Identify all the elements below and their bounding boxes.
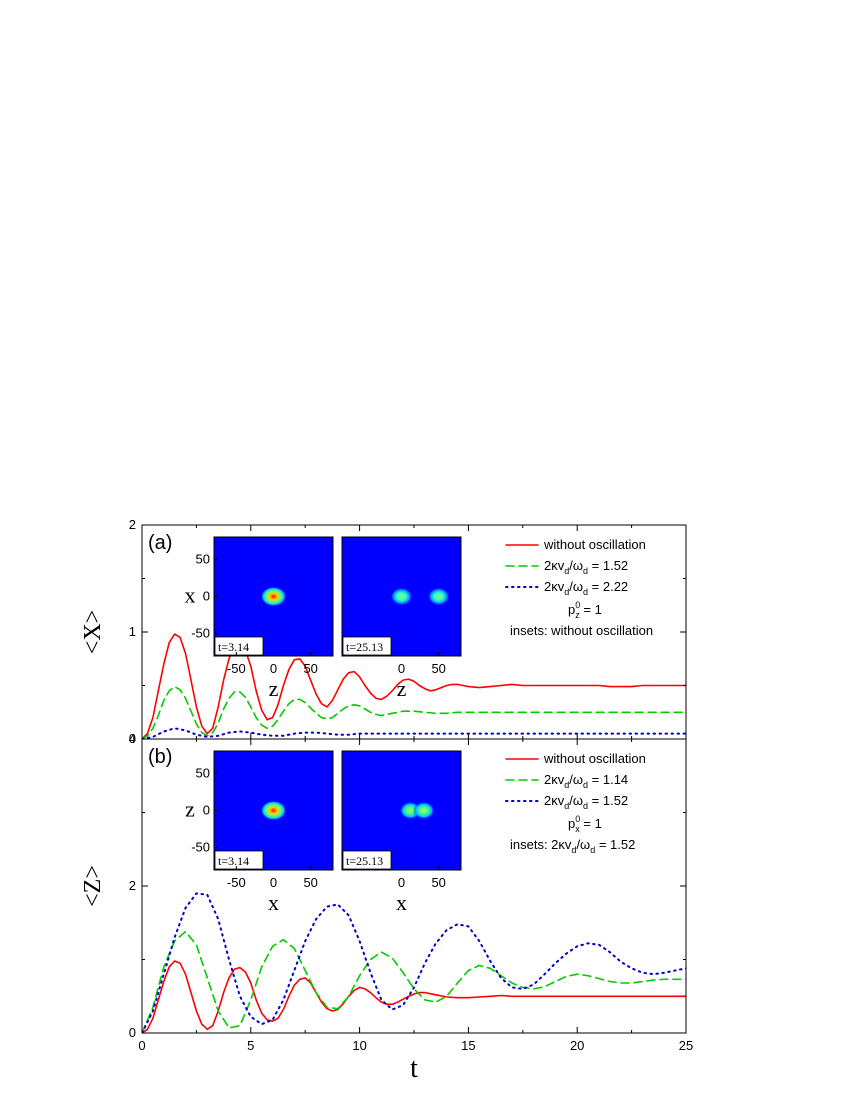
legend-note: insets: 2κvd/ωd = 1.52: [510, 837, 635, 855]
inset-time-text: t=3.14: [218, 854, 249, 868]
x-axis-label: t: [410, 1053, 418, 1084]
y-tick-label: 1: [129, 624, 136, 639]
y-tick-label: 2: [129, 517, 136, 532]
inset-time-box: [214, 850, 264, 870]
legend-label-1: 2κvd/ωd = 1.52: [544, 558, 628, 576]
inset-0: t=3.14 -50 0 50 50 0 -50 x z: [185, 750, 334, 915]
inset-x-tick-label: 0: [398, 875, 405, 890]
inset-time-box: [342, 636, 392, 656]
y-tick-label: 0: [129, 1025, 136, 1040]
x-tick-label: 15: [461, 1038, 475, 1053]
inset-time-label: t=3.14: [214, 636, 264, 656]
inset-y-tick-label: 0: [203, 589, 210, 604]
inset-time-label: t=25.13: [342, 636, 392, 656]
panel-a: 0 1 2 <X> (a) t=3.14 -50 0 50 50 0 -50 z x t=25.13 0 50 z…: [80, 517, 687, 746]
inset-1: t=25.13 0 50 x: [341, 750, 462, 915]
legend-label-0: without oscillation: [543, 537, 646, 552]
inset-x-tick-label: 0: [270, 661, 277, 676]
inset-density-blob: [390, 587, 413, 606]
legend-note: insets: without oscillation: [510, 623, 653, 638]
inset-x-axis-label: x: [268, 890, 279, 915]
inset-density-blob: [260, 800, 287, 821]
inset-time-box: [342, 850, 392, 870]
legend: without oscillation 2κvd/ωd = 1.14 2κvd/ωd…: [505, 751, 646, 855]
y-axis-label: <Z>: [80, 865, 106, 907]
series-line-0: [142, 633, 686, 739]
legend-param: p0 z = 1: [568, 600, 602, 620]
inset-y-tick-label: 50: [196, 765, 210, 780]
inset-time-label: t=3.14: [214, 850, 264, 870]
y-tick-label: 2: [129, 878, 136, 893]
inset-x-tick-label: 50: [431, 661, 445, 676]
legend-label-2: 2κvd/ωd = 1.52: [544, 793, 628, 811]
inset-time-label: t=25.13: [342, 850, 392, 870]
inset-density-blob: [427, 587, 450, 606]
legend-label-2: 2κvd/ωd = 2.22: [544, 579, 628, 597]
inset-time-text: t=3.14: [218, 640, 249, 654]
series-group: [142, 892, 686, 1033]
inset-y-tick-label: -50: [191, 626, 210, 641]
inset-x-tick-label: 50: [303, 661, 317, 676]
x-tick-label: 25: [679, 1038, 693, 1053]
x-tick-label: 20: [570, 1038, 584, 1053]
x-tick-label: 10: [352, 1038, 366, 1053]
panel-label: (a): [148, 532, 172, 554]
x-tick-label: 0: [138, 1038, 145, 1053]
y-axis-label: <X>: [80, 610, 106, 654]
legend-param: p0 x = 1: [568, 814, 602, 834]
inset-x-tick-label: 50: [303, 875, 317, 890]
inset-time-text: t=25.13: [346, 640, 383, 654]
series-line-1: [142, 685, 686, 739]
inset-x-tick-label: 0: [270, 875, 277, 890]
inset-1: t=25.13 0 50 z: [341, 536, 462, 701]
inset-time-box: [214, 636, 264, 656]
inset-y-tick-label: 50: [196, 551, 210, 566]
inset-time-text: t=25.13: [346, 854, 383, 868]
inset-0: t=3.14 -50 0 50 50 0 -50 z x: [185, 536, 334, 701]
inset-x-axis-label: z: [269, 676, 279, 701]
inset-density-blob: [260, 586, 287, 607]
series-group: [142, 633, 686, 739]
inset-x-tick-label: -50: [227, 875, 246, 890]
series-line-1: [142, 930, 686, 1033]
inset-y-tick-label: 0: [203, 803, 210, 818]
inset-x-tick-label: 50: [431, 875, 445, 890]
series-line-2: [142, 892, 686, 1033]
panel-label: (b): [148, 746, 172, 768]
legend-label-1: 2κvd/ωd = 1.14: [544, 772, 628, 790]
series-line-0: [142, 960, 686, 1033]
inset-x-axis-label: z: [397, 676, 407, 701]
inset-x-axis-label: x: [396, 890, 407, 915]
x-tick-label: 5: [247, 1038, 254, 1053]
inset-x-tick-label: 0: [398, 661, 405, 676]
legend-label-0: without oscillation: [543, 751, 646, 766]
inset-y-axis-label: z: [185, 797, 195, 822]
series-line-2: [142, 727, 686, 739]
inset-y-tick-label: -50: [191, 840, 210, 855]
legend: without oscillation 2κvd/ωd = 1.52 2κvd/ωd…: [505, 537, 653, 638]
inset-density-blob: [412, 801, 435, 820]
inset-y-axis-label: x: [185, 583, 196, 608]
y-tick-label: 0: [129, 731, 136, 746]
inset-x-tick-label: -50: [227, 661, 246, 676]
y-tick-label: 4: [129, 731, 136, 746]
